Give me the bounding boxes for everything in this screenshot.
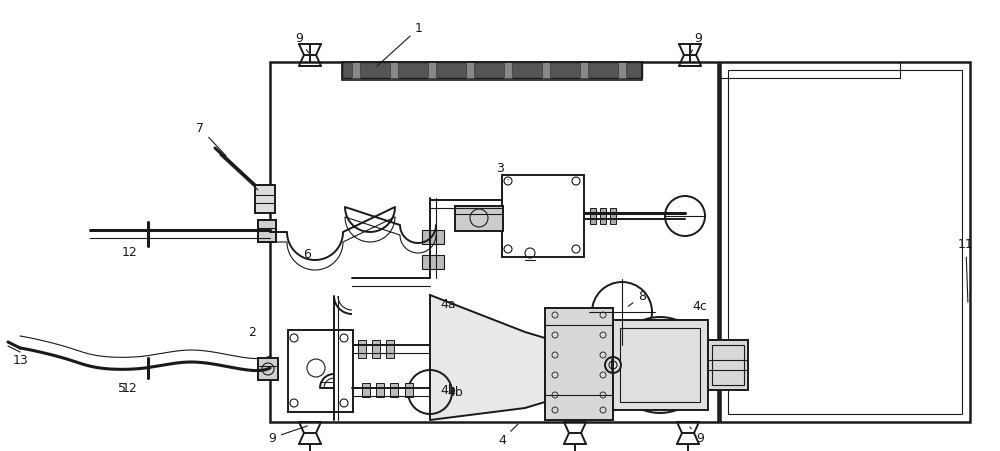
Text: 4a: 4a [440, 299, 456, 312]
Text: 7: 7 [196, 121, 226, 156]
Bar [362, 383, 370, 397]
Text: 2: 2 [248, 327, 256, 340]
Bar [390, 383, 398, 397]
Bar [258, 220, 276, 242]
Bar [712, 345, 744, 385]
Bar [405, 383, 413, 397]
Bar [376, 383, 384, 397]
Bar [620, 328, 700, 402]
Bar [422, 255, 444, 269]
Bar [720, 62, 970, 422]
Polygon shape [430, 295, 545, 420]
Bar [342, 62, 642, 80]
Bar [728, 70, 962, 414]
Text: 11: 11 [958, 239, 974, 302]
Bar [590, 208, 596, 224]
Bar [600, 208, 606, 224]
Text: 5: 5 [118, 382, 126, 395]
Text: 13: 13 [13, 354, 29, 367]
Bar [542, 62, 550, 78]
Bar [428, 62, 436, 78]
Bar [270, 62, 718, 422]
Text: 4b: 4b [447, 386, 463, 399]
Text: 9: 9 [268, 426, 307, 445]
Bar [545, 308, 613, 420]
Bar [610, 208, 616, 224]
Text: 4c: 4c [692, 299, 707, 313]
Text: 1: 1 [377, 22, 423, 66]
Text: 12: 12 [122, 382, 138, 395]
Bar [504, 62, 512, 78]
Text: 3: 3 [496, 161, 508, 180]
Text: 8: 8 [628, 290, 646, 306]
Bar [342, 62, 642, 78]
Bar [502, 175, 584, 257]
Bar [613, 320, 708, 410]
Bar [386, 340, 394, 358]
Bar [258, 358, 278, 380]
Bar [352, 62, 360, 78]
Bar [288, 330, 353, 412]
Bar [390, 62, 398, 78]
Bar [372, 340, 380, 358]
Circle shape [612, 317, 708, 413]
Text: 6: 6 [303, 249, 311, 262]
Text: 4: 4 [498, 424, 518, 446]
Bar [258, 220, 276, 242]
Text: 4b: 4b [440, 383, 456, 396]
Text: 9: 9 [690, 427, 704, 445]
Bar [580, 62, 588, 78]
Bar [455, 206, 503, 231]
Bar [358, 340, 366, 358]
Bar [708, 340, 748, 390]
Bar [255, 185, 275, 213]
Bar [466, 62, 474, 78]
Text: 9: 9 [691, 32, 702, 52]
Bar [618, 62, 626, 78]
Text: 9: 9 [295, 32, 308, 53]
Bar [422, 230, 444, 244]
Text: 12: 12 [122, 245, 138, 258]
